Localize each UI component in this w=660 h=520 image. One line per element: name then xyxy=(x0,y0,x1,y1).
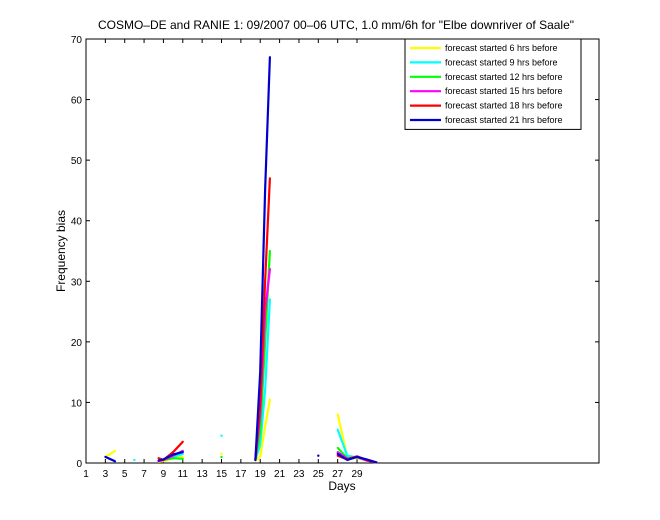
tick-marks xyxy=(85,38,599,464)
x-tick-label: 17 xyxy=(235,469,247,480)
x-tick-label: 3 xyxy=(103,469,109,480)
y-axis-label: Frequency bias xyxy=(54,210,68,292)
x-tick-label: 7 xyxy=(141,469,147,480)
legend-label: forecast started 21 hrs before xyxy=(445,115,563,125)
series-point xyxy=(220,434,223,437)
series-line-segment xyxy=(104,455,117,463)
legend-label: forecast started 18 hrs before xyxy=(445,101,563,111)
legend: forecast started 6 hrs before forecast st… xyxy=(404,38,582,130)
series-line-segment xyxy=(336,452,378,464)
legend-label: forecast started 9 hrs before xyxy=(445,57,558,67)
legend-label: forecast started 15 hrs before xyxy=(445,86,563,96)
series-line-segment xyxy=(157,451,184,462)
series-point xyxy=(133,458,136,462)
series-line-segment xyxy=(254,56,271,462)
legend-label: forecast started 12 hrs before xyxy=(445,72,563,82)
chart-title: COSMO–DE and RANIE 1: 09/2007 00–06 UTC,… xyxy=(98,18,574,32)
x-tick-label: 9 xyxy=(161,469,167,480)
series-line-segment xyxy=(254,398,271,462)
series-lines xyxy=(104,56,378,464)
x-tick-label: 29 xyxy=(351,469,363,480)
x-tick-label: 13 xyxy=(197,469,209,480)
series-point xyxy=(317,454,320,457)
x-axis-label: Days xyxy=(328,479,355,493)
y-tick-label: 10 xyxy=(71,398,83,409)
y-tick-label: 40 xyxy=(71,217,83,228)
legend-box xyxy=(404,38,582,130)
x-tick-label: 15 xyxy=(216,469,228,480)
y-tick-label: 50 xyxy=(71,156,83,167)
y-tick-label: 70 xyxy=(71,35,83,46)
series-point xyxy=(220,452,223,456)
series-6 xyxy=(104,56,378,464)
y-tick-label: 20 xyxy=(71,338,83,349)
x-tick-label: 5 xyxy=(122,469,128,480)
x-tick-label: 27 xyxy=(332,469,344,480)
y-tick-label: 0 xyxy=(76,459,82,470)
x-tick-label: 1 xyxy=(83,469,89,480)
series-point xyxy=(220,455,223,459)
x-tick-label: 19 xyxy=(255,469,267,480)
y-tick-label: 30 xyxy=(71,277,83,288)
x-tick-label: 23 xyxy=(293,469,305,480)
legend-label: forecast started 6 hrs before xyxy=(445,43,558,53)
y-tick-label: 60 xyxy=(71,96,83,107)
x-tick-label: 25 xyxy=(313,469,325,480)
x-tick-label: 21 xyxy=(274,469,286,480)
series-line-segment xyxy=(104,449,117,458)
x-tick-label: 11 xyxy=(178,469,189,480)
